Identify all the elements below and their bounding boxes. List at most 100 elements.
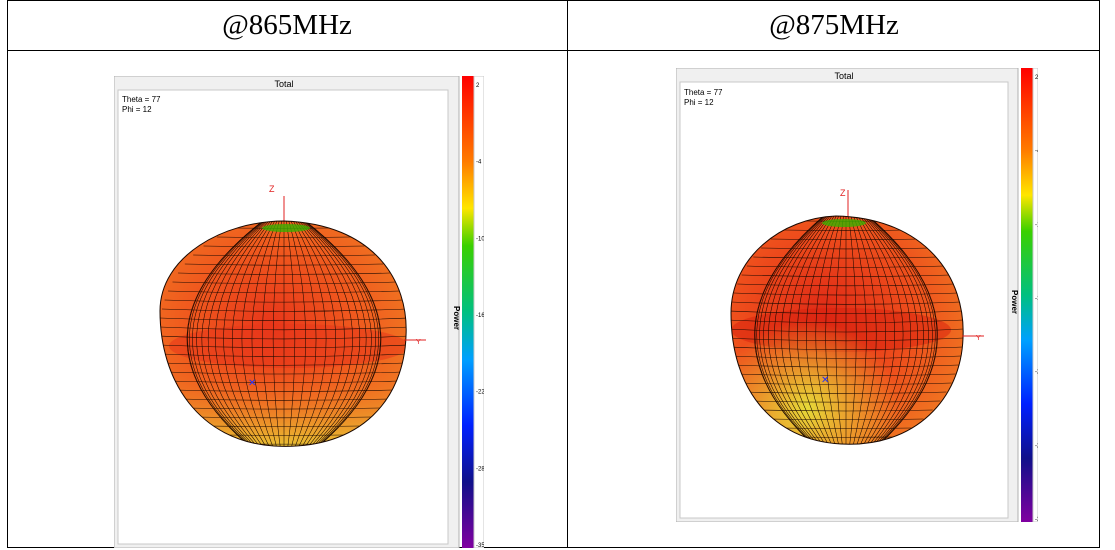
z-axis-label: Z [840,188,846,198]
radiation-plot-svg: Total Theta = 77 Phi = 12 Z Y ✕ 2 -4 -10 -1… [114,76,484,548]
radiation-plot-svg: Total Theta = 77 Phi = 12 Z Y ✕ 2 -4 -10 -1… [676,68,1038,522]
phi-readout: Phi = 12 [122,105,152,114]
theta-readout: Theta = 77 [122,95,161,104]
mesh-meridian-line [756,216,829,445]
mesh-meridian-line [754,216,829,445]
colorbar-tick-label: -4 [1035,149,1038,155]
mesh-meridian-line [763,216,831,445]
mesh-meridian-line [189,221,266,447]
mesh-meridian-line [187,221,266,447]
mesh-meridian-line [302,221,381,447]
mesh-meridian-line [297,221,353,447]
table-column-divider [567,0,568,548]
colorbar-tick-label: -16 [1035,296,1038,302]
radiation-plot-865: Total Theta = 77 Phi = 12 Z Y ✕ 2 -4 -10 -1… [114,76,484,548]
colorbar-tick-label: -35 [476,543,484,548]
mesh-meridian-line [241,221,277,447]
colorbar [462,76,474,548]
mesh-meridian-line [863,216,936,445]
mesh-meridian-line [855,216,895,445]
colorbar-tick-label: 2 [1035,75,1038,81]
colorbar-tick-label: -10 [476,236,484,242]
mesh-meridian-line [863,216,938,445]
mesh-meridian-line [302,221,382,447]
colorbar-tick-label: -10 [1035,222,1038,228]
mesh-meridian-line [806,216,839,445]
mesh-meridian-line [207,221,270,447]
z-axis-label: Z [269,184,275,194]
mesh-meridian-line [295,221,345,447]
mesh-meridian-line [302,221,379,447]
colorbar-tick-label: -4 [476,160,482,166]
mesh-meridian-line [232,221,275,447]
sphere-top-null [262,224,310,232]
mesh-meridian-line [851,216,877,445]
mesh-meridian-line [860,216,924,445]
mesh-meridian-line [201,221,269,447]
mesh-meridian-line [300,221,372,447]
mesh-meridian-line [797,216,837,445]
mesh-meridian-line [862,216,933,445]
mesh-meridian-line [192,221,267,447]
mesh-meridian-line [262,221,281,447]
theta-readout: Theta = 77 [684,88,723,97]
mesh-meridian-line [774,216,833,445]
mesh-meridian-line [825,216,843,445]
mesh-meridian-line [847,216,857,445]
frequency-header-865: @865MHz [222,9,352,41]
mesh-meridian-line [298,221,361,447]
colorbar-tick-labels: 2 -4 -10 -16 -22 -28 -35 [476,83,484,548]
figure-table [7,0,1100,548]
sphere-outline [730,215,964,445]
plot-title: Total [274,79,293,89]
mesh-meridian-line [856,216,904,445]
colorbar-label: Power [1010,290,1019,314]
colorbar-tick-labels: 2 -4 -10 -16 -23 -29 -35 [1035,75,1038,522]
colorbar-label: Power [452,306,461,330]
colorbar-tick-label: -16 [476,313,484,319]
mesh-meridian-line [858,216,912,445]
radiation-pattern-sphere [731,216,964,445]
mesh-meridian-line [788,216,836,445]
colorbar [1021,68,1033,522]
mesh-meridian-line [815,216,841,445]
colorbar-ticks-panel [1032,68,1038,522]
mesh-meridian-line [859,216,918,445]
mesh-meridian-line [215,221,271,447]
colorbar-tick-label: -35 [1035,517,1038,522]
plot-title: Total [834,71,853,81]
mesh-meridian-line [272,221,283,447]
mesh-meridian-line [849,216,867,445]
radiation-plot-875: Total Theta = 77 Phi = 12 Z Y ✕ 2 -4 -10 -1… [676,68,1038,522]
colorbar-tick-label: 2 [476,83,480,89]
sphere-top-null [822,219,866,227]
mesh-meridian-line [196,221,268,447]
mesh-meridian-line [291,221,327,447]
sphere-outline [159,220,407,447]
mesh-meridian-line [293,221,336,447]
y-axis-label: Y [976,335,981,342]
colorbar-tick-label: -29 [1035,443,1038,449]
table-header-divider [7,50,1100,51]
colorbar-ticks-panel [473,76,484,548]
y-axis-label: Y [416,339,421,346]
mesh-meridian-line [853,216,886,445]
mesh-meridian-line [285,221,296,447]
phi-readout: Phi = 12 [684,98,714,107]
mesh-meridian-line [861,216,929,445]
mesh-meridian-line [768,216,832,445]
mesh-meridian-line [780,216,834,445]
mesh-meridian-line [289,221,317,447]
mesh-meridian-line [759,216,830,445]
colorbar-tick-label: -23 [1035,370,1038,376]
colorbar-tick-label: -22 [476,390,484,396]
mesh-meridian-line [301,221,376,447]
mesh-meridian-line [299,221,367,447]
frequency-header-875: @875MHz [769,9,899,41]
observation-marker-icon: ✕ [248,378,256,389]
mesh-meridian-line [835,216,845,445]
mesh-meridian-line [223,221,273,447]
colorbar-tick-label: -28 [476,466,484,472]
observation-marker-icon: ✕ [821,375,829,386]
mesh-meridian-line [863,216,938,445]
